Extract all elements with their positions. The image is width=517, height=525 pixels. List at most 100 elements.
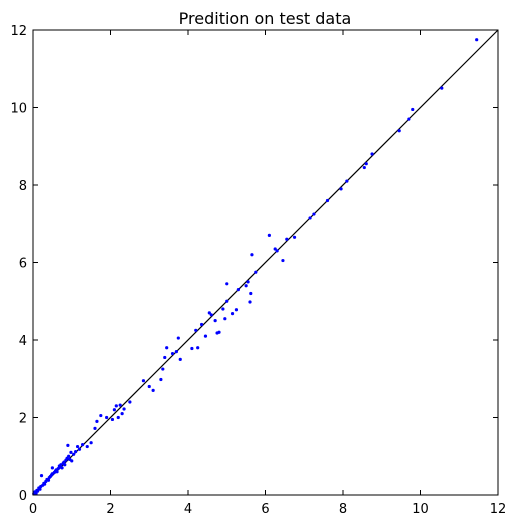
data-point	[77, 447, 82, 451]
data-point	[325, 198, 330, 203]
data-point	[207, 311, 211, 315]
data-point	[112, 408, 116, 412]
data-point	[67, 454, 71, 458]
chart-title: Predition on test data	[179, 9, 352, 28]
data-point	[230, 312, 235, 316]
data-point	[440, 86, 444, 90]
x-tick-label: 8	[339, 502, 347, 517]
data-point	[236, 288, 240, 292]
data-point	[70, 459, 74, 463]
data-point	[36, 489, 40, 493]
data-point	[308, 216, 312, 220]
data-point	[203, 334, 208, 338]
x-tick-label: 0	[29, 502, 37, 517]
data-point	[273, 247, 277, 251]
data-point	[74, 450, 78, 454]
data-point	[221, 307, 225, 311]
data-point	[285, 237, 289, 241]
data-point	[362, 165, 366, 170]
data-point	[99, 413, 103, 418]
data-point	[81, 443, 85, 447]
data-point	[38, 487, 42, 491]
data-point	[46, 478, 51, 482]
data-point	[254, 270, 258, 274]
plot-area: 0 2 4 6 8 10 12 0 2 4 6 8 10 12	[10, 24, 506, 517]
data-point	[69, 450, 73, 454]
x-tick-label: 6	[261, 502, 269, 517]
y-tick-label: 10	[10, 102, 27, 117]
data-point	[39, 474, 44, 478]
data-point	[281, 258, 285, 263]
x-tick-label: 2	[106, 502, 114, 517]
data-point	[178, 357, 182, 361]
y-tick-label: 0	[19, 489, 27, 504]
y-tick-label: 2	[19, 412, 27, 427]
data-point	[170, 351, 175, 356]
reference-line	[32, 29, 499, 496]
data-point	[62, 460, 66, 464]
data-point	[93, 426, 97, 430]
data-point	[116, 415, 120, 420]
data-point	[194, 328, 198, 332]
data-point	[213, 319, 217, 323]
data-point	[246, 280, 250, 284]
data-point	[190, 346, 194, 351]
y-tick-label: 8	[19, 179, 27, 194]
data-point	[55, 470, 59, 474]
data-point	[159, 377, 163, 382]
data-point	[364, 162, 368, 166]
data-point	[122, 407, 126, 411]
data-point	[114, 404, 118, 408]
data-point	[217, 330, 221, 334]
data-point	[151, 388, 155, 392]
data-point	[89, 441, 93, 445]
data-point	[174, 350, 178, 354]
data-point	[411, 107, 415, 112]
data-point	[75, 444, 80, 449]
data-point	[34, 491, 38, 496]
data-point	[275, 249, 279, 253]
data-point	[105, 415, 109, 420]
data-point	[176, 336, 180, 340]
data-point	[225, 299, 229, 303]
data-point	[339, 187, 343, 191]
data-point	[110, 417, 115, 422]
data-point	[165, 346, 169, 350]
data-point	[163, 355, 167, 360]
data-point	[250, 253, 254, 257]
data-point	[223, 317, 227, 321]
data-point	[85, 444, 89, 449]
data-point	[397, 129, 401, 133]
data-point	[59, 463, 63, 467]
y-tick-label: 12	[10, 24, 27, 39]
data-point	[72, 452, 76, 456]
data-point	[95, 419, 99, 423]
data-point	[118, 403, 122, 407]
data-point	[128, 400, 132, 404]
x-tick-label: 10	[412, 502, 429, 517]
data-point	[161, 367, 165, 371]
data-point	[196, 346, 200, 350]
data-point	[407, 117, 411, 121]
x-tick-label: 4	[184, 502, 192, 517]
data-point	[50, 466, 54, 470]
data-point	[292, 235, 297, 239]
x-tick-label: 12	[490, 502, 507, 517]
data-point	[267, 233, 271, 237]
data-point	[234, 308, 239, 312]
data-point	[225, 282, 229, 286]
data-point	[244, 284, 248, 288]
data-point	[63, 463, 67, 467]
data-point	[312, 212, 316, 216]
y-tick-label: 6	[19, 257, 27, 272]
data-point	[141, 379, 146, 383]
data-point	[66, 443, 70, 447]
y-tick-label: 4	[19, 334, 27, 349]
data-point	[345, 179, 349, 183]
data-point	[249, 291, 253, 296]
data-point	[60, 466, 64, 470]
data-point	[147, 384, 151, 389]
data-point	[475, 38, 479, 42]
data-point	[120, 412, 124, 416]
